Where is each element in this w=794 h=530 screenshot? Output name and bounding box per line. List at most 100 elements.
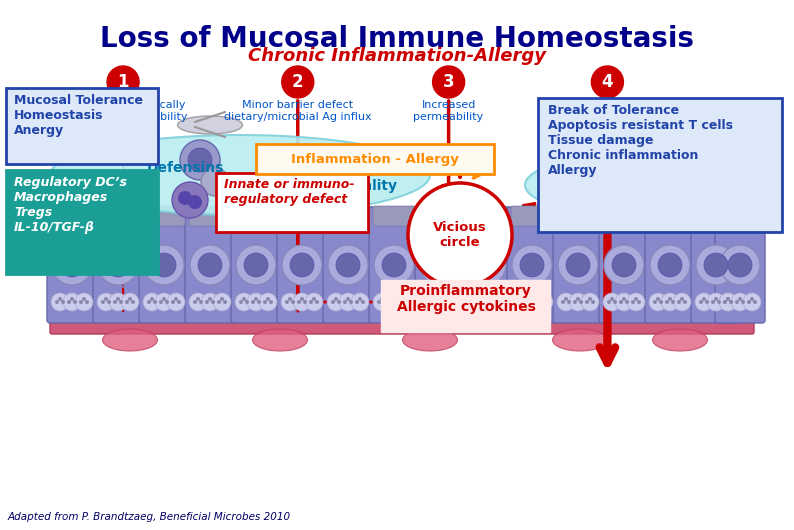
FancyBboxPatch shape [216, 173, 368, 232]
Circle shape [266, 297, 270, 301]
Circle shape [247, 293, 265, 311]
Circle shape [177, 300, 181, 304]
Circle shape [419, 293, 437, 311]
Circle shape [673, 293, 691, 311]
FancyBboxPatch shape [419, 206, 461, 226]
Circle shape [98, 245, 138, 285]
Circle shape [613, 300, 617, 304]
Circle shape [339, 293, 357, 311]
Circle shape [423, 300, 427, 304]
Circle shape [116, 297, 120, 301]
Circle shape [125, 300, 129, 304]
Circle shape [728, 253, 752, 277]
FancyBboxPatch shape [97, 206, 139, 226]
Ellipse shape [178, 116, 242, 134]
Circle shape [677, 300, 681, 304]
Circle shape [60, 253, 84, 277]
FancyBboxPatch shape [189, 206, 231, 226]
Circle shape [251, 300, 255, 304]
Circle shape [155, 293, 173, 311]
Circle shape [699, 300, 703, 304]
FancyBboxPatch shape [649, 206, 691, 226]
Text: Mucus
Synthesis & Quality: Mucus Synthesis & Quality [243, 163, 397, 193]
Circle shape [665, 300, 669, 304]
Ellipse shape [525, 155, 735, 215]
FancyBboxPatch shape [6, 170, 158, 274]
Text: Vicious
circle: Vicious circle [433, 221, 487, 249]
Circle shape [661, 293, 679, 311]
Circle shape [290, 253, 314, 277]
Circle shape [475, 300, 479, 304]
Circle shape [131, 300, 135, 304]
Text: Mucosal Tolerance
Homeostasis
Anergy: Mucosal Tolerance Homeostasis Anergy [14, 94, 143, 137]
Circle shape [720, 245, 760, 285]
Circle shape [576, 297, 580, 301]
Circle shape [533, 300, 537, 304]
Circle shape [420, 245, 460, 285]
Circle shape [545, 300, 549, 304]
Ellipse shape [653, 329, 707, 351]
Circle shape [259, 293, 277, 311]
Circle shape [217, 300, 221, 304]
FancyBboxPatch shape [381, 280, 550, 332]
Circle shape [426, 297, 430, 301]
Circle shape [729, 300, 733, 304]
Circle shape [171, 300, 175, 304]
Circle shape [361, 300, 365, 304]
Circle shape [407, 300, 411, 304]
Circle shape [199, 300, 203, 304]
Circle shape [747, 300, 751, 304]
Text: 1: 1 [118, 73, 129, 91]
Circle shape [67, 300, 71, 304]
Circle shape [561, 300, 565, 304]
Circle shape [97, 293, 115, 311]
Circle shape [213, 293, 231, 311]
Circle shape [585, 300, 589, 304]
Circle shape [288, 297, 292, 301]
Circle shape [172, 182, 208, 218]
Circle shape [653, 300, 657, 304]
Circle shape [159, 300, 163, 304]
Circle shape [610, 297, 614, 301]
Circle shape [656, 297, 660, 301]
FancyBboxPatch shape [281, 206, 323, 226]
Circle shape [351, 293, 369, 311]
Circle shape [723, 300, 727, 304]
Circle shape [753, 300, 757, 304]
Circle shape [438, 297, 442, 301]
Circle shape [150, 297, 154, 301]
Circle shape [612, 253, 636, 277]
Circle shape [658, 253, 682, 277]
Circle shape [705, 300, 709, 304]
Circle shape [523, 293, 541, 311]
Circle shape [282, 245, 322, 285]
Circle shape [668, 297, 672, 301]
Text: Innate or immuno-
regulatory defect: Innate or immuno- regulatory defect [224, 178, 355, 206]
Text: Inflammation - Allergy: Inflammation - Allergy [291, 153, 459, 165]
Circle shape [152, 253, 176, 277]
Circle shape [349, 300, 353, 304]
Circle shape [373, 293, 391, 311]
Circle shape [530, 297, 534, 301]
Circle shape [714, 297, 718, 301]
FancyBboxPatch shape [373, 206, 415, 226]
Circle shape [336, 253, 360, 277]
Circle shape [487, 300, 491, 304]
Circle shape [719, 293, 737, 311]
Circle shape [404, 297, 408, 301]
Circle shape [382, 253, 406, 277]
Circle shape [433, 66, 464, 98]
Circle shape [518, 297, 522, 301]
Circle shape [281, 293, 299, 311]
Circle shape [435, 300, 439, 304]
Circle shape [453, 300, 457, 304]
FancyBboxPatch shape [691, 207, 741, 323]
Circle shape [208, 297, 212, 301]
Circle shape [615, 293, 633, 311]
Circle shape [189, 293, 207, 311]
Circle shape [726, 297, 730, 301]
Circle shape [441, 300, 445, 304]
FancyBboxPatch shape [139, 207, 189, 323]
Circle shape [496, 297, 500, 301]
Circle shape [101, 300, 105, 304]
